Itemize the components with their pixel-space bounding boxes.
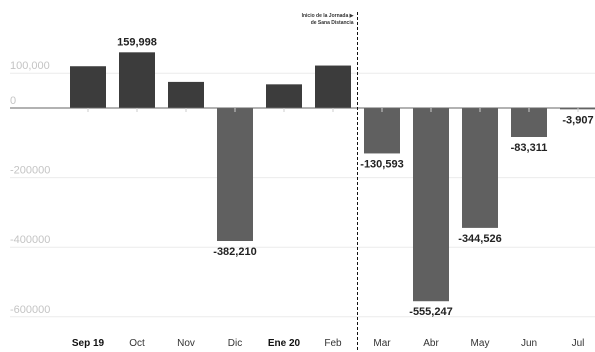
x-tick-label: Feb <box>324 338 342 349</box>
x-tick-label: Jul <box>572 338 585 349</box>
annotation-text: Inicio de la Jornada ▶ <box>302 13 355 19</box>
annotation-text: de Sana Distancia <box>311 20 354 26</box>
data-labels: 159,998 -382,210 -130,593 -555,247 -344,526 -… <box>117 36 593 318</box>
x-tick-label: Oct <box>129 338 145 349</box>
x-axis-ticks: Sep 19 Oct Nov Dic Ene 20 Feb Mar Abr May Jun Jul <box>72 338 585 349</box>
bars <box>70 52 595 302</box>
bar <box>413 108 449 302</box>
y-tick-label: 100,000 <box>10 60 50 72</box>
y-tick-label: -200000 <box>10 165 50 177</box>
data-label: -382,210 <box>213 246 256 258</box>
x-tick-label: Sep 19 <box>72 338 105 349</box>
bar <box>511 108 547 137</box>
bar <box>462 108 498 228</box>
data-label: 159,998 <box>117 36 157 48</box>
annotation-group: Inicio de la Jornada ▶de Sana Distancia <box>302 12 358 352</box>
gridlines <box>10 72 595 318</box>
bar <box>364 108 400 154</box>
zero-line-group <box>10 107 595 112</box>
data-label: -3,907 <box>562 114 593 126</box>
x-tick-label: Ene 20 <box>268 338 301 349</box>
bar <box>70 66 106 108</box>
y-tick-label: 0 <box>10 95 16 107</box>
bar <box>217 108 253 242</box>
data-label: -83,311 <box>511 142 548 154</box>
bar <box>168 81 204 108</box>
x-tick-label: Dic <box>228 338 242 349</box>
bar <box>266 84 302 108</box>
x-tick-label: May <box>471 338 490 349</box>
y-tick-label: -600000 <box>10 304 50 316</box>
y-tick-label: -400000 <box>10 234 50 246</box>
x-tick-label: Nov <box>177 338 195 349</box>
y-axis-ticks: 100,000 0 -200000 -400000 -600000 <box>10 60 50 316</box>
bar <box>119 52 155 108</box>
x-tick-label: Abr <box>423 338 439 349</box>
bar <box>315 65 351 108</box>
data-label: -344,526 <box>458 233 501 245</box>
data-label: -130,593 <box>360 158 403 170</box>
x-tick-label: Jun <box>521 338 537 349</box>
x-tick-label: Mar <box>373 338 391 349</box>
data-label: -555,247 <box>409 306 452 318</box>
